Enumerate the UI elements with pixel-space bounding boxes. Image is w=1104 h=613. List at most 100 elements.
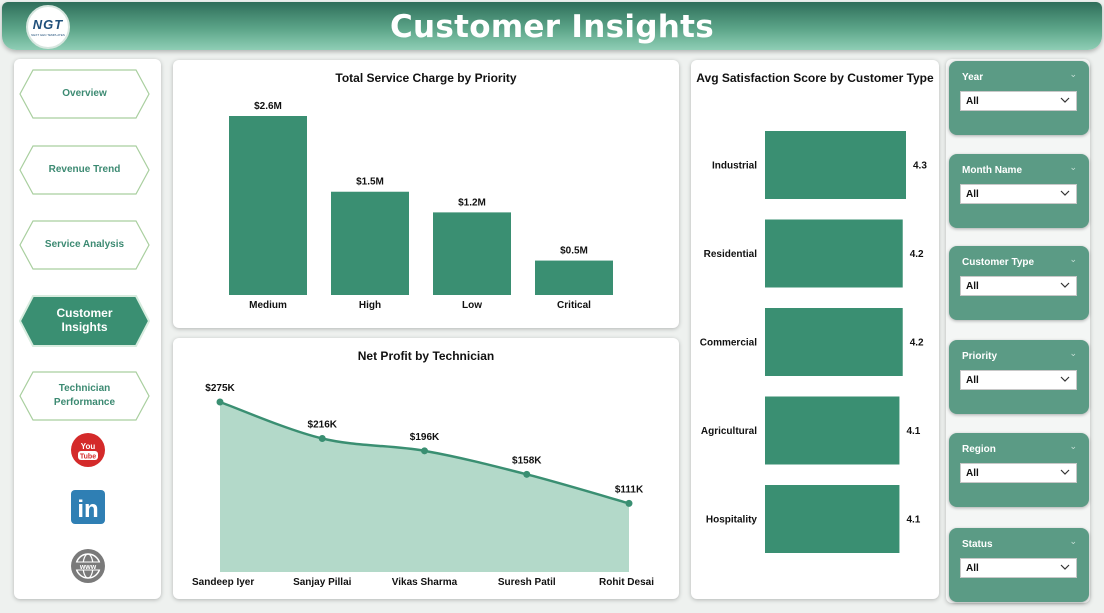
chevron-down-icon[interactable]: ⌄ bbox=[1069, 162, 1077, 172]
svg-text:Tube: Tube bbox=[80, 454, 96, 461]
x-tick-label: Suresh Patil bbox=[498, 577, 556, 588]
chevron-down-icon[interactable]: ⌄ bbox=[1069, 348, 1077, 358]
nav-button-label: Customer Insights bbox=[56, 306, 113, 334]
svg-text:www: www bbox=[79, 564, 97, 571]
chart-title: Net Profit by Technician bbox=[357, 349, 495, 363]
dropdown-value: All bbox=[966, 375, 979, 386]
slicer-label: Year bbox=[962, 72, 984, 83]
youtube-icon[interactable]: You Tube bbox=[70, 432, 106, 468]
region-dropdown[interactable]: All bbox=[960, 463, 1077, 483]
bar bbox=[331, 191, 409, 295]
nav-button-shape bbox=[19, 145, 150, 195]
chevron-down-icon bbox=[1060, 97, 1070, 103]
slicer-customer-type: Customer Type ⌄ All bbox=[949, 246, 1089, 320]
chevron-down-icon bbox=[1060, 282, 1070, 288]
bar bbox=[535, 260, 613, 295]
satisfaction-chart: Industrial 4.3 Residential 4.2 Commercial 4.2… bbox=[700, 131, 927, 553]
slicer-label: Status bbox=[962, 539, 993, 550]
bar bbox=[765, 485, 900, 553]
data-label: 4.1 bbox=[906, 426, 920, 437]
slicer-priority: Priority ⌄ All bbox=[949, 340, 1089, 414]
dropdown-value: All bbox=[966, 563, 979, 574]
service-charge-chart: $2.6M Medium $1.5M High $1.2M Low $0.5M Critica… bbox=[229, 101, 613, 311]
net-profit-chart-card: Net Profit by Technician $275K Sandeep Iy… bbox=[173, 338, 679, 599]
chevron-down-icon[interactable]: ⌄ bbox=[1069, 441, 1077, 451]
x-tick-label: Low bbox=[462, 300, 482, 311]
nav-button-service-analysis[interactable]: Service Analysis bbox=[19, 220, 150, 270]
data-label: $1.5M bbox=[356, 177, 384, 188]
satisfaction-chart-card: Avg Satisfaction Score by Customer Type … bbox=[691, 60, 939, 599]
x-tick-label: Sandeep Iyer bbox=[192, 577, 254, 588]
slicer-region: Region ⌄ All bbox=[949, 433, 1089, 507]
nav-button-shape bbox=[19, 69, 150, 119]
svg-text:You: You bbox=[81, 442, 96, 451]
chevron-down-icon[interactable]: ⌄ bbox=[1069, 536, 1077, 546]
chevron-down-icon bbox=[1060, 564, 1070, 570]
data-point bbox=[421, 447, 428, 455]
priority-dropdown[interactable]: All bbox=[960, 370, 1077, 390]
x-tick-label: Medium bbox=[249, 300, 287, 311]
data-label: $275K bbox=[205, 383, 235, 394]
bar bbox=[229, 116, 307, 295]
chevron-down-icon[interactable]: ⌄ bbox=[1069, 254, 1077, 264]
customer-type-dropdown[interactable]: All bbox=[960, 276, 1077, 296]
x-tick-label: Rohit Desai bbox=[599, 577, 654, 588]
chart-title: Total Service Charge by Priority bbox=[335, 71, 517, 85]
nav-button-label: Service Analysis bbox=[44, 239, 125, 250]
slicer-label: Month Name bbox=[962, 165, 1022, 176]
slicer-label: Customer Type bbox=[962, 257, 1035, 268]
data-label: $0.5M bbox=[560, 246, 588, 257]
nav-button-technician-performance[interactable]: Technician Performance bbox=[19, 371, 150, 421]
chevron-down-icon bbox=[1060, 190, 1070, 196]
nav-panel: Overview Revenue Trend Service Analysis … bbox=[14, 59, 161, 599]
bar bbox=[433, 212, 511, 295]
nav-button-customer-insights[interactable]: Customer Insights bbox=[19, 295, 150, 347]
bar bbox=[765, 396, 900, 465]
chart-title: Avg Satisfaction Score by Customer Type bbox=[696, 71, 934, 85]
chevron-down-icon bbox=[1060, 469, 1070, 475]
page-title: Customer Insights bbox=[389, 9, 715, 45]
header-bar: NGT NEXT GEN TEMPLATES Customer Insights bbox=[2, 2, 1102, 50]
data-label: $111K bbox=[615, 484, 644, 495]
data-label: 4.1 bbox=[906, 515, 920, 526]
status-dropdown[interactable]: All bbox=[960, 558, 1077, 578]
nav-button-label: Overview bbox=[62, 88, 107, 99]
data-point bbox=[318, 434, 326, 442]
area-fill bbox=[220, 402, 629, 572]
data-label: 4.2 bbox=[910, 249, 924, 260]
dropdown-value: All bbox=[966, 189, 979, 200]
year-dropdown[interactable]: All bbox=[960, 91, 1077, 111]
company-logo: NGT NEXT GEN TEMPLATES bbox=[26, 5, 70, 49]
net-profit-chart: $275K Sandeep Iyer $216K Sanjay Pillai $196K… bbox=[192, 383, 654, 588]
data-label: $158K bbox=[512, 455, 542, 466]
y-tick-label: Residential bbox=[704, 249, 758, 260]
data-label: $2.6M bbox=[254, 101, 282, 112]
globe-icon[interactable]: www bbox=[70, 548, 106, 584]
bar bbox=[765, 308, 903, 376]
bar bbox=[765, 219, 903, 288]
nav-button-revenue-trend[interactable]: Revenue Trend bbox=[19, 145, 150, 195]
nav-button-overview[interactable]: Overview bbox=[19, 69, 150, 119]
x-tick-label: Sanjay Pillai bbox=[293, 577, 352, 588]
y-tick-label: Agricultural bbox=[701, 426, 757, 437]
month-name-dropdown[interactable]: All bbox=[960, 184, 1077, 204]
slicer-panel: Year ⌄ All Month Name ⌄ All Customer Typ… bbox=[946, 59, 1090, 603]
svg-text:in: in bbox=[77, 496, 98, 523]
nav-button-shape bbox=[19, 295, 150, 347]
chevron-down-icon[interactable]: ⌄ bbox=[1069, 69, 1077, 79]
y-tick-label: Commercial bbox=[700, 338, 757, 349]
linkedin-icon[interactable]: in bbox=[70, 489, 106, 525]
slicer-status: Status ⌄ All bbox=[949, 528, 1089, 602]
slicer-label: Region bbox=[962, 444, 996, 455]
data-label: $196K bbox=[410, 432, 440, 443]
dropdown-value: All bbox=[966, 468, 979, 479]
data-label: 4.3 bbox=[913, 161, 927, 172]
chevron-down-icon bbox=[1060, 376, 1070, 382]
x-tick-label: Vikas Sharma bbox=[392, 577, 458, 588]
logo-text: NGT bbox=[32, 17, 64, 32]
nav-button-shape bbox=[19, 220, 150, 270]
data-point bbox=[523, 470, 531, 478]
service-charge-chart-card: Total Service Charge by Priority $2.6M Me… bbox=[173, 60, 679, 328]
data-point bbox=[625, 499, 633, 507]
nav-button-label: Revenue Trend bbox=[48, 164, 121, 175]
